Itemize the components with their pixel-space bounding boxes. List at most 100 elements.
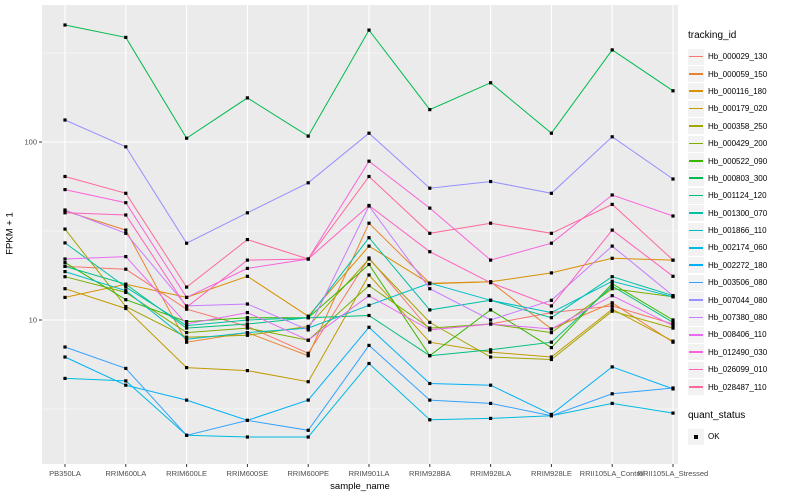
legend-item: Hb_001866_110 — [688, 222, 800, 239]
data-point — [185, 398, 189, 402]
legend-item-label: Hb_002174_060 — [708, 243, 768, 253]
x-tick-label: RRIM901LA — [349, 469, 390, 478]
legend-item-label: Hb_002272_180 — [708, 260, 768, 270]
data-point — [428, 250, 432, 254]
data-point — [306, 257, 310, 261]
legend-item: Hb_000029_130 — [688, 48, 800, 65]
legend-item-label: OK — [708, 432, 720, 441]
data-point — [489, 355, 493, 359]
data-point — [549, 327, 553, 331]
legend-title-quant-status: quant_status — [688, 409, 746, 421]
legend-item: Hb_002174_060 — [688, 239, 800, 256]
data-point — [549, 298, 553, 302]
data-point — [610, 256, 614, 260]
data-point — [63, 376, 67, 380]
data-point — [610, 301, 614, 305]
data-point — [124, 228, 128, 232]
legend-key-swatch — [688, 100, 704, 117]
data-point — [428, 398, 432, 402]
data-point — [306, 398, 310, 402]
quant-ok-key — [688, 428, 704, 445]
data-point — [306, 380, 310, 384]
data-point — [124, 35, 128, 39]
data-point — [610, 135, 614, 139]
data-point — [489, 416, 493, 420]
data-point — [185, 136, 189, 140]
data-point — [549, 271, 553, 275]
legend-key-swatch — [688, 326, 704, 343]
legend-item: Hb_001300_070 — [688, 205, 800, 222]
data-point — [245, 333, 249, 337]
data-point — [671, 214, 675, 218]
legend-item-label: Hb_000029_130 — [708, 52, 768, 62]
black-square-point-icon — [694, 434, 698, 439]
data-point — [63, 295, 67, 299]
x-tick-label: RRIM600SE — [227, 469, 269, 478]
series-color-line-icon — [689, 90, 703, 93]
data-point — [245, 258, 249, 262]
data-point — [245, 302, 249, 306]
legend-key-swatch — [688, 274, 704, 291]
data-point — [185, 326, 189, 330]
data-point — [428, 381, 432, 386]
data-point — [671, 386, 675, 390]
data-point — [489, 179, 493, 184]
legend-item: Hb_000116_180 — [688, 83, 800, 100]
data-point — [245, 324, 249, 328]
data-point — [610, 284, 614, 288]
legend-key-swatch — [688, 222, 704, 239]
legend-key-swatch — [688, 48, 704, 65]
x-tick-label: RRIM600LE — [166, 469, 207, 478]
data-point — [245, 318, 249, 322]
legend-item-label: Hb_000358_250 — [708, 121, 768, 131]
data-point — [671, 258, 675, 262]
series-color-line-icon — [689, 142, 703, 145]
data-point — [671, 339, 675, 343]
data-point — [185, 241, 189, 245]
series-color-line-icon — [689, 299, 703, 301]
x-tick-label: RRIM928LE — [531, 469, 572, 478]
data-point — [428, 308, 432, 312]
data-point — [367, 262, 371, 267]
legend-item-label: Hb_000803_300 — [708, 173, 768, 183]
series-color-line-icon — [689, 55, 703, 58]
y-tick-label: 100 — [24, 138, 37, 147]
data-point — [610, 365, 614, 369]
data-point — [428, 287, 432, 291]
data-point — [367, 159, 371, 163]
data-point — [671, 177, 675, 181]
data-point — [185, 285, 189, 289]
data-point — [245, 316, 249, 320]
data-point — [367, 284, 371, 288]
legend-item: Hb_003506_080 — [688, 274, 800, 291]
data-point — [489, 401, 493, 405]
legend-item: Hb_007380_080 — [688, 309, 800, 326]
data-point — [489, 318, 493, 322]
x-tick-label: RRIM928BA — [409, 469, 451, 478]
data-point — [245, 211, 249, 215]
data-point — [549, 357, 553, 362]
data-point — [549, 340, 553, 344]
data-point — [428, 320, 432, 324]
data-point — [671, 294, 675, 298]
data-point — [124, 379, 128, 383]
data-point — [671, 411, 675, 415]
data-point — [367, 221, 371, 225]
data-point — [549, 304, 553, 308]
legend-item-label: Hb_000429_200 — [708, 139, 768, 149]
legend-item-label: Hb_026099_010 — [708, 365, 768, 375]
data-point — [245, 369, 249, 373]
data-point — [63, 275, 67, 279]
data-point — [63, 208, 67, 212]
data-point — [124, 305, 128, 309]
data-point — [245, 326, 249, 330]
data-point — [549, 331, 553, 335]
data-point — [428, 354, 432, 358]
data-point — [63, 23, 67, 27]
data-point — [124, 213, 128, 217]
legend-item: Hb_026099_010 — [688, 361, 800, 378]
data-point — [549, 316, 553, 320]
series-color-line-icon — [689, 386, 703, 388]
data-point — [549, 241, 553, 245]
